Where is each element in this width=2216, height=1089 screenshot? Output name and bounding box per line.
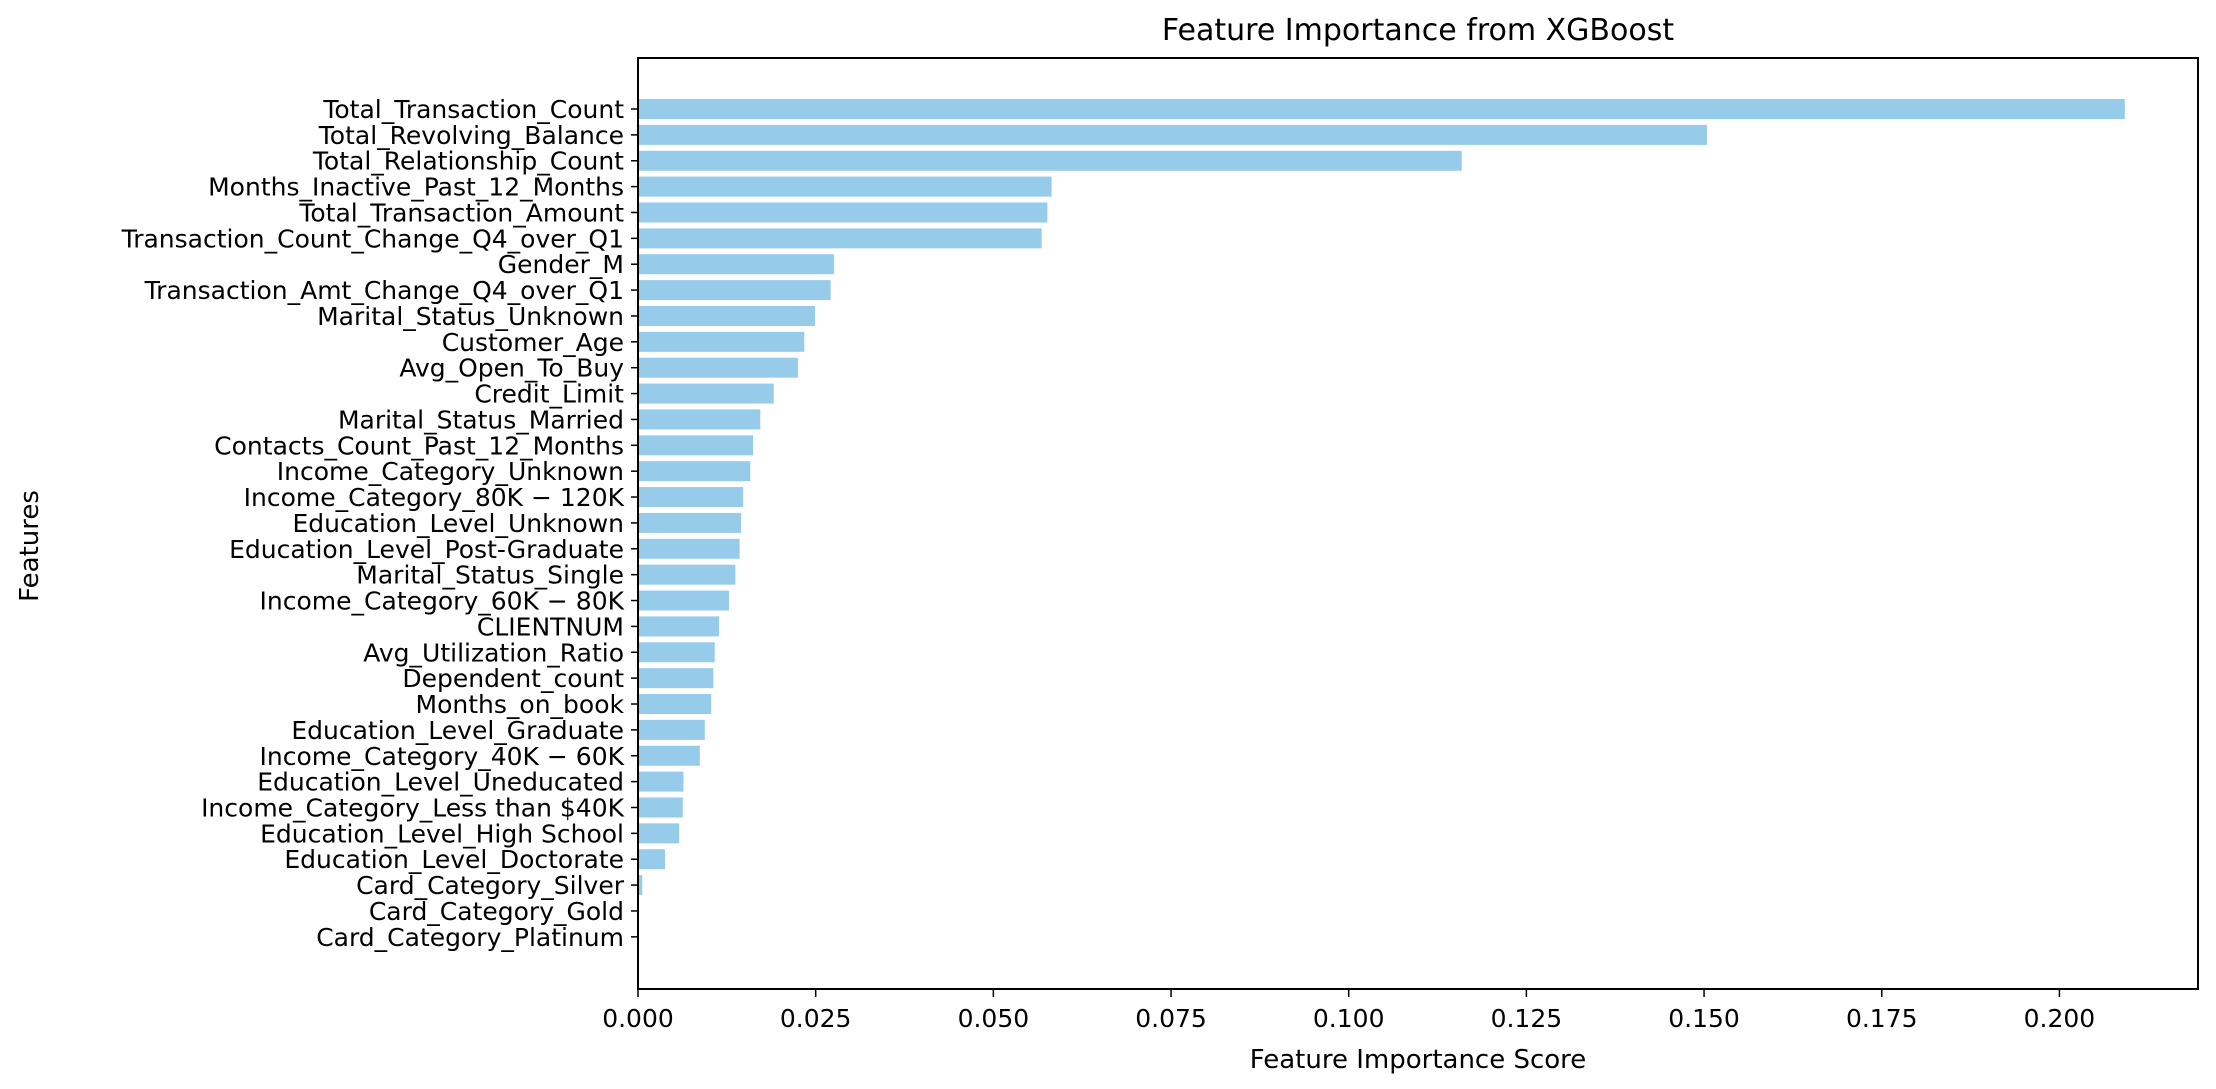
x-tick-label: 0.075: [1135, 1004, 1207, 1033]
bar: [639, 487, 744, 508]
category-labels: Total_Transaction_CountTotal_Revolving_B…: [121, 95, 638, 952]
category-label: Education_Level_Uneducated: [257, 768, 624, 797]
bar: [639, 409, 761, 430]
category-label: Income_Category_40K − 60K: [260, 742, 625, 771]
bar: [639, 745, 700, 766]
category-label: Total_Revolving_Balance: [318, 121, 624, 150]
category-label: Education_Level_Unknown: [292, 509, 624, 538]
category-label: Education_Level_High School: [260, 819, 624, 848]
category-label: Credit_Limit: [474, 380, 624, 409]
category-label: Dependent_count: [402, 664, 624, 693]
category-label: Transaction_Count_Change_Q4_over_Q1: [121, 224, 624, 253]
category-label: Card_Category_Platinum: [316, 923, 624, 952]
bar: [639, 202, 1048, 223]
x-tick-label: 0.200: [2024, 1004, 2096, 1033]
bar: [639, 124, 1707, 145]
x-axis-title: Feature Importance Score: [1250, 1045, 1587, 1075]
bar: [639, 254, 835, 275]
bar: [639, 383, 774, 404]
category-label: Education_Level_Doctorate: [284, 845, 624, 874]
category-label: Months_on_book: [416, 690, 625, 719]
category-label: Customer_Age: [442, 328, 624, 357]
category-label: Income_Category_Unknown: [277, 457, 624, 486]
bar: [639, 512, 742, 533]
x-tick-label: 0.125: [1491, 1004, 1563, 1033]
category-label: Total_Relationship_Count: [312, 147, 624, 176]
y-axis-title: Features: [15, 490, 45, 602]
category-label: Income_Category_80K − 120K: [244, 483, 625, 512]
bar: [639, 331, 805, 352]
bar: [639, 461, 751, 482]
category-label: Income_Category_Less than $40K: [201, 793, 625, 822]
bar: [639, 228, 1042, 249]
bar: [639, 694, 712, 715]
bar: [639, 719, 705, 740]
bar: [639, 99, 2125, 119]
bar: [639, 797, 683, 818]
bar: [639, 357, 798, 378]
category-label: Months_Inactive_Past_12_Months: [208, 173, 624, 202]
x-axis: 0.000 0.025 0.050 0.075 0.100 0.125 0.150 0.175…: [602, 989, 2095, 1033]
category-label: Marital_Status_Married: [338, 405, 624, 434]
bar: [639, 823, 680, 844]
bar: [639, 642, 715, 663]
bar: [639, 305, 815, 326]
category-label: Income_Category_60K − 80K: [260, 587, 625, 616]
bar: [639, 668, 714, 689]
x-tick-label: 0.000: [602, 1004, 674, 1033]
category-label: Total_Transaction_Amount: [298, 198, 624, 227]
bars-group: [639, 99, 2125, 896]
bar: [639, 771, 684, 792]
x-tick-label: 0.100: [1313, 1004, 1385, 1033]
bar: [639, 564, 736, 585]
bar: [639, 435, 754, 456]
category-label: Card_Category_Gold: [369, 897, 624, 926]
category-label: Card_Category_Silver: [356, 871, 625, 900]
category-label: Total_Transaction_Count: [322, 95, 624, 124]
category-label: Education_Level_Graduate: [291, 716, 624, 745]
bar: [639, 590, 729, 611]
chart-title: Feature Importance from XGBoost: [1162, 13, 1674, 48]
bar: [639, 150, 1462, 171]
x-tick-label: 0.150: [1668, 1004, 1740, 1033]
x-tick-label: 0.050: [958, 1004, 1030, 1033]
category-label: Marital_Status_Unknown: [317, 302, 624, 331]
category-label: Education_Level_Post-Graduate: [229, 535, 624, 564]
category-label: Avg_Utilization_Ratio: [363, 638, 624, 667]
x-tick-label: 0.025: [780, 1004, 852, 1033]
bar: [639, 176, 1052, 197]
bar: [639, 538, 740, 559]
plot-frame: [637, 57, 2199, 990]
category-label: Avg_Open_To_Buy: [399, 354, 624, 383]
category-label: Marital_Status_Single: [356, 561, 624, 590]
category-label: CLIENTNUM: [477, 612, 624, 641]
bar: [639, 875, 643, 896]
bar: [639, 616, 720, 637]
category-label: Transaction_Amt_Change_Q4_over_Q1: [144, 276, 624, 305]
x-tick-label: 0.175: [1846, 1004, 1918, 1033]
bar: [639, 849, 666, 870]
category-label: Contacts_Count_Past_12_Months: [214, 431, 624, 460]
bar: [639, 280, 831, 301]
category-label: Gender_M: [498, 250, 624, 279]
